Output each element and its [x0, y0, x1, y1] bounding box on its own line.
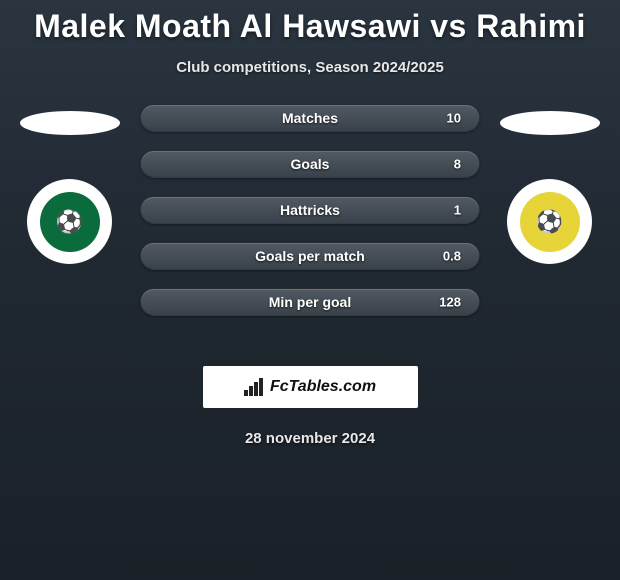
stat-row: Goals per match 0.8 [140, 242, 480, 270]
subtitle: Club competitions, Season 2024/2025 [0, 59, 620, 76]
badge-ellipse-right [500, 111, 600, 135]
stat-value: 0.8 [443, 249, 461, 264]
watermark: FcTables.com [203, 366, 418, 408]
stat-rows: Matches 10 Goals 8 Hattricks 1 Goals per match… [140, 104, 480, 334]
stat-row: Goals 8 [140, 150, 480, 178]
stat-row: Min per goal 128 [140, 288, 480, 316]
club-crest-left: ⚽ [27, 179, 112, 264]
stat-row: Matches 10 [140, 104, 480, 132]
club-crest-right: ⚽ [507, 179, 592, 264]
watermark-bars-icon [244, 378, 264, 396]
player-left-badge: ⚽ [20, 179, 120, 264]
stat-label: Goals [291, 156, 330, 172]
page-title: Malek Moath Al Hawsawi vs Rahimi [0, 0, 620, 45]
stat-row: Hattricks 1 [140, 196, 480, 224]
stat-value: 10 [447, 111, 461, 126]
stat-label: Goals per match [255, 248, 365, 264]
stat-label: Hattricks [280, 202, 340, 218]
stat-label: Min per goal [269, 294, 351, 310]
player-right-badge: ⚽ [500, 179, 600, 264]
stat-value: 1 [454, 203, 461, 218]
comparison-panel: ⚽ ⚽ Matches 10 Goals 8 Hattricks 1 Goals per m… [0, 104, 620, 364]
stat-value: 128 [439, 295, 461, 310]
badge-ellipse-left [20, 111, 120, 135]
date: 28 november 2024 [0, 430, 620, 447]
stat-label: Matches [282, 110, 338, 126]
stat-value: 8 [454, 157, 461, 172]
club-crest-left-inner: ⚽ [40, 192, 100, 252]
club-crest-right-inner: ⚽ [520, 192, 580, 252]
watermark-text: FcTables.com [270, 378, 376, 396]
